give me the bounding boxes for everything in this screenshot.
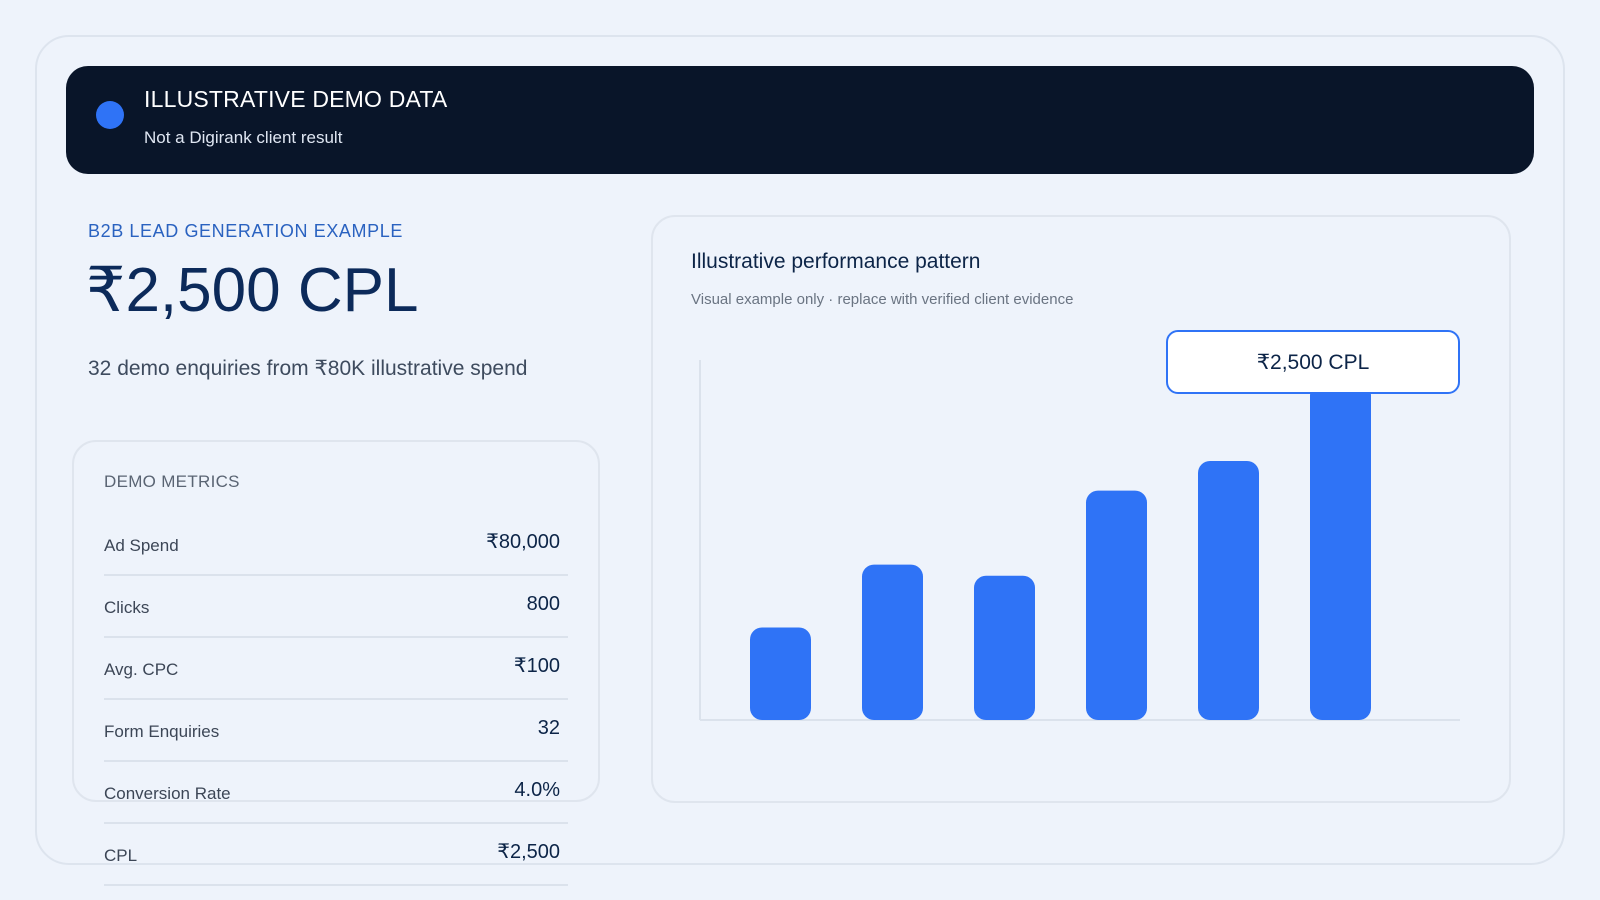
cpl-callout: ₹2,500 CPL <box>1166 330 1460 394</box>
metric-value: ₹2,500 <box>497 841 560 863</box>
metric-label: Ad Spend <box>104 536 179 555</box>
metric-value: 800 <box>526 593 560 615</box>
chart-bar-6 <box>1310 383 1371 720</box>
chart-subtitle: Visual example only · replace with verif… <box>691 291 1074 308</box>
metric-label: Avg. CPC <box>104 660 179 679</box>
metric-value: 32 <box>537 717 560 739</box>
metric-row-avg-cpc: Avg. CPC ₹100 <box>104 636 568 700</box>
metric-label: CPL <box>104 846 138 865</box>
metrics-card <box>72 440 600 802</box>
chart-bar-4 <box>1086 490 1147 720</box>
chart-title: Illustrative performance pattern <box>691 250 981 273</box>
banner-title: ILLUSTRATIVE DEMO DATA <box>144 86 448 112</box>
chart-bar-1 <box>750 627 811 720</box>
metric-row-clicks: Clicks 800 <box>104 574 568 638</box>
metric-label: Conversion Rate <box>104 784 231 803</box>
chart-card <box>651 215 1511 803</box>
metrics-title: DEMO METRICS <box>104 472 240 491</box>
metric-row-form-enquiries: Form Enquiries 32 <box>104 698 568 762</box>
metric-row-ad-spend: Ad Spend ₹80,000 <box>104 512 568 576</box>
metric-label: Clicks <box>104 598 150 617</box>
example-eyebrow: B2B LEAD GENERATION EXAMPLE <box>88 221 403 241</box>
metric-label: Form Enquiries <box>104 722 220 741</box>
headline-cpl: ₹2,500 CPL <box>86 256 419 325</box>
status-dot-icon <box>96 101 124 129</box>
chart-bar-5 <box>1198 461 1259 720</box>
metric-value: 4.0% <box>514 779 560 801</box>
metric-value: ₹100 <box>513 655 560 677</box>
metric-row-cpl: CPL ₹2,500 <box>104 822 568 886</box>
metric-value: ₹80,000 <box>486 531 560 553</box>
chart-bar-2 <box>862 564 923 720</box>
demo-banner: ILLUSTRATIVE DEMO DATA Not a Digirank cl… <box>66 66 1534 174</box>
chart-bar-3 <box>974 575 1035 720</box>
banner-subtitle: Not a Digirank client result <box>144 128 343 147</box>
headline-subline: 32 demo enquiries from ₹80K illustrative… <box>88 357 528 380</box>
metric-row-conversion-rate: Conversion Rate 4.0% <box>104 760 568 824</box>
